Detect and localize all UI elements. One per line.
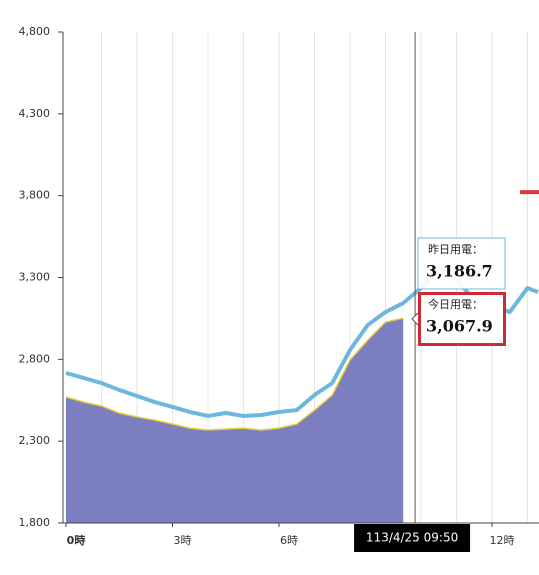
tooltip-value: 3,067.9	[426, 317, 493, 336]
y-tick-label: 3,300	[19, 271, 51, 284]
x-tick-label: 12時	[490, 534, 515, 547]
y-tick-label: 2,300	[19, 434, 51, 447]
time-label: 113/4/25 09:50	[366, 531, 458, 545]
y-tick-label: 4,800	[19, 25, 51, 38]
y-tick-label: 4,300	[19, 107, 51, 120]
x-tick-label: 6時	[280, 534, 298, 547]
tooltip-today-box	[418, 292, 506, 346]
yesterday-line	[65, 266, 539, 418]
tooltip-value: 3,186.7	[426, 262, 493, 281]
time-label-box	[354, 524, 471, 552]
tooltip-pointer	[411, 312, 419, 326]
x-tick-label: 3時	[174, 534, 192, 547]
y-tick-label: 1,800	[19, 516, 51, 529]
tooltip-yesterday-box	[417, 237, 506, 290]
today-line	[65, 317, 404, 431]
tooltip-name: 昨日用電：	[428, 243, 483, 256]
y-tick-label: 3,800	[19, 189, 51, 202]
y-tick-label: 2,800	[19, 352, 51, 365]
x-tick-label: 0時	[67, 533, 86, 547]
today-area	[66, 318, 404, 523]
tooltip-name: 今日用電：	[428, 297, 483, 311]
